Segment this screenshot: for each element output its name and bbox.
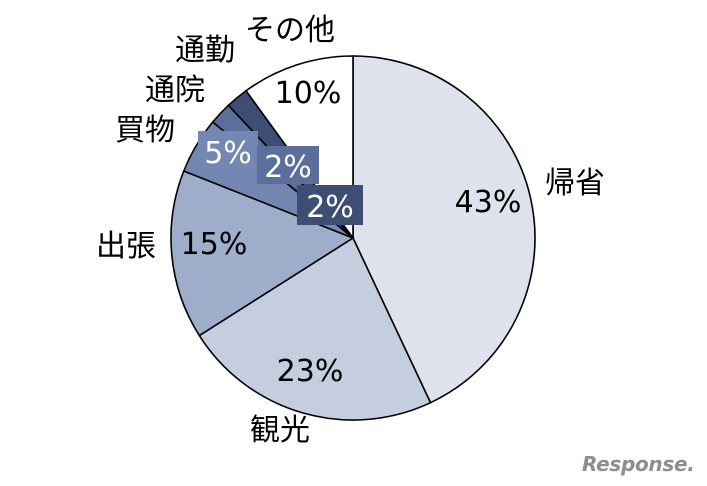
value-label: 2% — [264, 150, 312, 185]
pie-slice — [352, 55, 536, 404]
value-label: 23% — [277, 354, 344, 389]
value-label-background — [257, 146, 319, 184]
value-label: 43% — [455, 185, 522, 220]
category-label: 出張 — [96, 229, 156, 264]
category-label: 観光 — [250, 413, 310, 448]
category-label: 買物 — [115, 113, 175, 148]
value-label: 5% — [204, 136, 252, 171]
value-label: 2% — [306, 190, 354, 225]
value-label-background — [297, 185, 363, 225]
category-label: その他 — [245, 13, 335, 48]
value-label-background — [198, 131, 258, 171]
pie-slice — [170, 169, 355, 337]
watermark-text: Response. — [582, 452, 695, 476]
value-label: 15% — [181, 227, 248, 262]
response-watermark-logo: Response. — [582, 452, 695, 476]
pie-slice — [198, 236, 432, 421]
value-label: 10% — [275, 76, 342, 111]
category-label: 帰省 — [545, 166, 605, 201]
category-label: 通院 — [145, 73, 205, 108]
category-label: 通勤 — [175, 33, 235, 68]
